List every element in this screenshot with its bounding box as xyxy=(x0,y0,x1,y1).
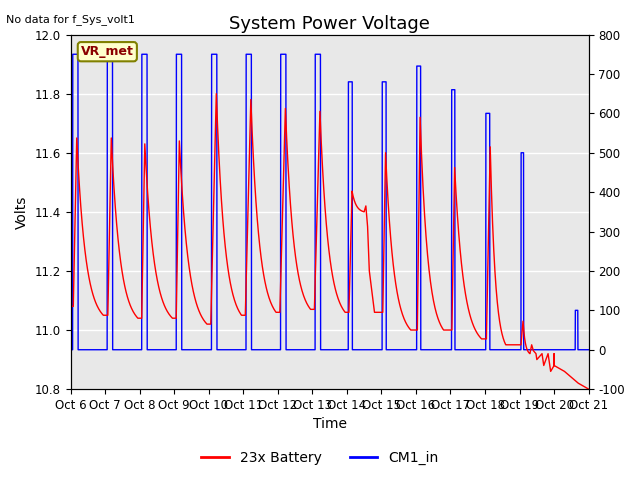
23x Battery xyxy=(585,386,593,392)
Text: No data for f_Sys_volt1: No data for f_Sys_volt1 xyxy=(6,14,135,25)
X-axis label: Time: Time xyxy=(312,418,347,432)
CM1_in xyxy=(67,347,74,353)
CM1_in xyxy=(207,347,215,353)
Legend: 23x Battery, CM1_in: 23x Battery, CM1_in xyxy=(196,445,444,471)
23x Battery xyxy=(67,303,75,309)
CM1_in xyxy=(481,347,489,353)
CM1_in xyxy=(413,63,420,69)
23x Battery xyxy=(67,303,74,309)
Line: CM1_in: CM1_in xyxy=(70,54,589,350)
CM1_in xyxy=(172,347,180,353)
23x Battery xyxy=(319,164,326,169)
23x Battery xyxy=(212,91,220,96)
Text: VR_met: VR_met xyxy=(81,45,134,58)
CM1_in xyxy=(574,308,582,313)
23x Battery xyxy=(104,287,112,293)
CM1_in xyxy=(585,347,593,353)
Y-axis label: Volts: Volts xyxy=(15,195,29,228)
Line: 23x Battery: 23x Battery xyxy=(70,94,589,389)
Title: System Power Voltage: System Power Voltage xyxy=(229,15,430,33)
CM1_in xyxy=(344,79,352,84)
CM1_in xyxy=(69,51,77,57)
23x Battery xyxy=(163,307,170,313)
23x Battery xyxy=(415,251,422,257)
23x Battery xyxy=(517,340,525,346)
